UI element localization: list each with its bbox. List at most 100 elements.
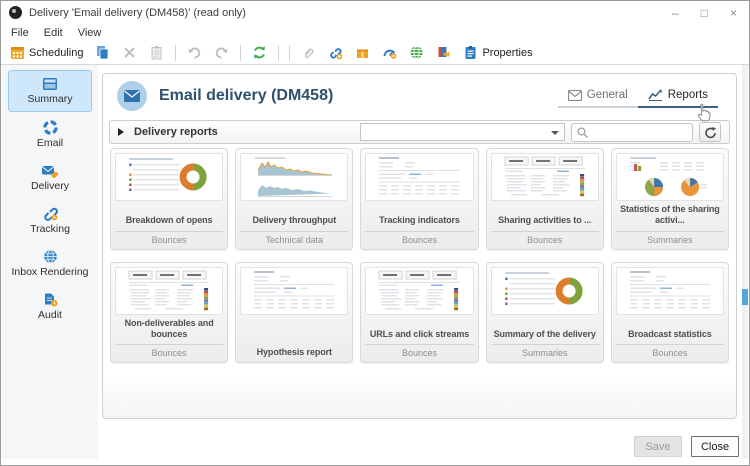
report-thumbnail-pies [615, 153, 724, 201]
report-card-breakdown-of-opens[interactable]: Breakdown of opens Bounces [110, 148, 229, 250]
summary-icon [43, 78, 57, 91]
cut-button[interactable] [119, 43, 140, 62]
report-title: Hypothesis report [256, 346, 332, 357]
report-category: Summaries [615, 230, 724, 249]
report-title: Statistics of the sharing activi... [620, 204, 720, 226]
gauge-icon [383, 49, 397, 59]
search-input[interactable] [591, 126, 688, 138]
report-title: Summary of the delivery [493, 328, 596, 339]
properties-label: Properties [482, 46, 533, 59]
paste-button[interactable] [146, 43, 167, 62]
properties-icon [465, 46, 476, 59]
globe-button[interactable] [406, 43, 427, 62]
report-category: Bounces [615, 344, 724, 362]
report-thumbnail-area-charts [240, 153, 349, 201]
toolbar: Scheduling Properties [1, 41, 749, 65]
tab-reports[interactable]: Reports [637, 86, 718, 108]
globe-icon [43, 249, 57, 264]
sidebar-item-label: Delivery [31, 179, 69, 192]
redo-icon [216, 47, 228, 59]
minimize-icon[interactable]: – [672, 5, 679, 20]
app-icon [9, 6, 22, 19]
report-filter-dropdown[interactable] [360, 123, 565, 141]
search-icon [577, 126, 588, 138]
sidebar-item-label: Email [36, 137, 64, 150]
menu-item-view[interactable]: View [77, 26, 102, 39]
toolbar-separator [278, 44, 280, 61]
report-card-statistics-of-sharing[interactable]: Statistics of the sharing activi... Summ… [610, 148, 729, 250]
sidebar-item-email[interactable]: Email [8, 113, 92, 155]
package-button[interactable] [352, 43, 373, 62]
panel-header: Email delivery (DM458) General Reports [103, 74, 736, 118]
refresh-icon [704, 126, 716, 138]
page-title: Email delivery (DM458) [159, 87, 334, 104]
envelope-icon [567, 89, 582, 101]
cut-icon [124, 47, 136, 58]
toolbar-separator [289, 44, 291, 61]
redo-button[interactable] [211, 43, 232, 62]
tab-general[interactable]: General [558, 86, 638, 106]
report-card-delivery-throughput[interactable]: Delivery throughput Technical data [235, 148, 354, 250]
toolbar-separator [240, 44, 242, 61]
report-card-broadcast-statistics[interactable]: Broadcast statistics Bounces [610, 261, 729, 363]
menu-item-edit[interactable]: Edit [43, 26, 63, 39]
link-icon [43, 208, 58, 222]
gauge-button[interactable] [379, 43, 400, 62]
report-title: Broadcast statistics [628, 328, 712, 339]
scheduling-button[interactable]: Scheduling [7, 43, 86, 62]
paste-icon [151, 46, 162, 60]
report-card-urls-click-streams[interactable]: URLs and click streams Bounces [360, 261, 479, 363]
tab-label: General [586, 89, 628, 101]
link-add-icon [330, 48, 343, 60]
attach-button[interactable] [298, 43, 319, 62]
footer-actions: Save Close [634, 436, 739, 457]
export-button[interactable] [433, 43, 454, 62]
sidebar-item-tracking[interactable]: Tracking [8, 199, 92, 241]
vertical-scrollbar[interactable] [742, 65, 748, 459]
copy-button[interactable] [92, 43, 113, 62]
refresh-reports-button[interactable] [699, 122, 721, 142]
paperclip-icon [304, 48, 314, 59]
close-button[interactable]: Close [691, 436, 739, 457]
report-category: Technical data [240, 230, 349, 249]
scheduling-label: Scheduling [29, 46, 84, 59]
sidebar-item-label: Tracking [30, 223, 70, 236]
report-category: Bounces [115, 230, 224, 249]
close-window-icon[interactable]: × [729, 5, 737, 20]
sidebar-item-summary[interactable]: Summary [8, 70, 92, 112]
report-thumbnail-form [240, 266, 349, 315]
section-label: Delivery reports [134, 126, 218, 138]
delivery-reports-bar: Delivery reports [109, 120, 730, 144]
report-card-non-deliverables[interactable]: Non-deliverables and bounces Bounces [110, 261, 229, 363]
copy-icon [97, 46, 109, 60]
save-button[interactable]: Save [634, 436, 682, 457]
scrollbar-thumb[interactable] [742, 289, 748, 305]
maximize-icon[interactable]: □ [700, 5, 708, 20]
expand-arrow-icon[interactable] [118, 128, 124, 136]
menu-bar: File Edit View [1, 24, 749, 41]
refresh-button[interactable] [249, 43, 270, 62]
report-category: Bounces [115, 344, 224, 362]
report-card-tracking-indicators[interactable]: Tracking indicators Bounces [360, 148, 479, 250]
report-thumbnail-form [365, 153, 474, 201]
sidebar-item-inbox-rendering[interactable]: Inbox Rendering [8, 242, 92, 284]
report-card-sharing-activities[interactable]: Sharing activities to ... Bounces [485, 148, 604, 250]
report-thumbnail-table-donut [490, 266, 599, 315]
mouse-cursor-icon [697, 103, 711, 122]
sidebar-item-audit[interactable]: Audit [8, 285, 92, 327]
report-title: Tracking indicators [379, 215, 460, 226]
report-category: Bounces [365, 230, 474, 249]
menu-item-file[interactable]: File [11, 26, 29, 39]
report-thumbnail-form [615, 266, 724, 315]
sidebar-item-delivery[interactable]: Delivery [8, 156, 92, 198]
report-card-summary-of-delivery[interactable]: Summary of the delivery Summaries [485, 261, 604, 363]
window-title: Delivery 'Email delivery (DM458)' (read … [29, 6, 246, 19]
report-thumbnail-kpi-table [365, 266, 474, 315]
report-card-hypothesis-report[interactable]: Hypothesis report [235, 261, 354, 363]
report-title: Breakdown of opens [125, 215, 213, 226]
sidebar-item-label: Summary [27, 93, 73, 106]
link-add-button[interactable] [325, 43, 346, 62]
properties-button[interactable]: Properties [460, 43, 535, 62]
undo-button[interactable] [184, 43, 205, 62]
